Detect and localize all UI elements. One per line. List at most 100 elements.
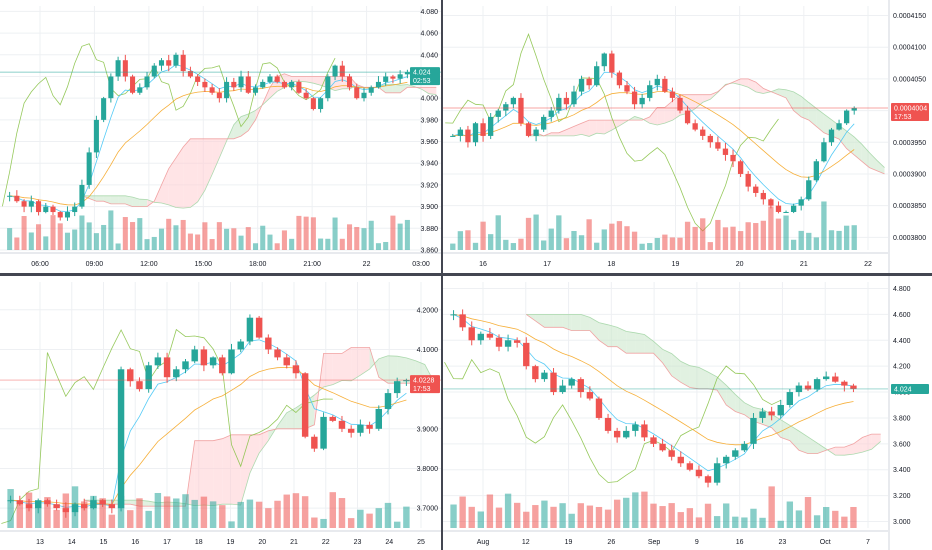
volume-bar [283, 494, 290, 528]
volume-bar [354, 226, 360, 250]
volume-bar [267, 234, 273, 250]
ichimoku-cloud-segment [175, 146, 184, 209]
volume-bar [310, 217, 316, 250]
volume-bar [795, 510, 803, 528]
volume-bar [14, 237, 20, 250]
volume-bar [647, 243, 653, 250]
last-price-badge [891, 383, 929, 394]
volume-bar [745, 222, 751, 250]
volume-bar [741, 517, 748, 528]
volume-bar [486, 494, 494, 528]
candle-body [541, 116, 547, 130]
ichimoku-cloud-segment [204, 138, 213, 191]
ichimoku-cloud-segment [351, 347, 361, 381]
candle-body [586, 392, 594, 399]
volume-bar [117, 495, 125, 528]
volume-bar [715, 219, 721, 250]
y-tick-label: 3.9000 [417, 426, 439, 433]
candle-body [180, 54, 186, 72]
candle-body [737, 161, 744, 174]
candle-body [604, 417, 612, 431]
volume-bar [495, 507, 503, 528]
volume-bar [723, 503, 730, 528]
candle-body [495, 337, 503, 347]
y-tick-label: 0.0003950 [893, 140, 926, 147]
volume-bar [823, 507, 830, 528]
candle-body [851, 108, 857, 111]
ichimoku-cloud-segment [335, 76, 343, 91]
candle-body [219, 357, 226, 374]
candle-body [623, 430, 630, 438]
volume-bar [397, 223, 403, 250]
candle-body [624, 85, 630, 92]
volume-bar [202, 222, 208, 250]
ichimoku-cloud-segment [770, 88, 779, 95]
volume-bar [347, 518, 355, 528]
ichimoku-cloud-segment [249, 434, 260, 474]
candle-body [632, 424, 639, 431]
ichimoku-cloud-segment [763, 88, 771, 94]
candle-body [510, 97, 517, 105]
candle-body [586, 78, 592, 86]
candle-body [281, 81, 287, 88]
ichimoku-cloud-segment [664, 101, 673, 124]
candle-body [231, 81, 237, 88]
chart-pane-top-left[interactable]: 06:00 09:00 12:00 15:00 18:00 21:00 22 03:00 4.0… [0, 0, 441, 273]
volume-bar [613, 499, 621, 528]
candle-body [163, 357, 171, 378]
candle-body [650, 437, 657, 444]
y-tick-label: 4.600 [893, 312, 911, 319]
chart-pane-top-right[interactable]: 16 17 18 19 20 21 22 0.0004150 0.0004100 0.000405… [443, 0, 932, 273]
ichimoku-cloud-segment [118, 195, 126, 204]
x-tick-label: 26 [607, 539, 615, 546]
last-price-badge [410, 375, 440, 394]
candle-body [722, 148, 729, 155]
candle-body [366, 424, 373, 429]
ichimoku-cloud-segment [869, 152, 877, 171]
candle-body [191, 349, 198, 362]
volume-bar [559, 503, 566, 528]
candle-body [375, 81, 381, 88]
y-tick-label: 3.900 [420, 204, 438, 211]
ichimoku-cloud-segment [110, 195, 119, 204]
volume-bar [695, 517, 703, 528]
volume-bar [641, 491, 648, 528]
volume-bar [669, 237, 676, 250]
x-tick-label: 15:00 [195, 261, 213, 268]
volume-bar [404, 219, 410, 250]
volume-bar [783, 215, 789, 250]
y-tick-label: 4.000 [420, 96, 438, 103]
x-tick-label: 03:00 [412, 261, 430, 268]
volume-bar [775, 218, 782, 250]
candle-body [488, 116, 494, 136]
volume-bar [700, 218, 706, 250]
volume-bar [53, 509, 60, 528]
volume-bar [173, 225, 179, 250]
x-tick-label: 12 [522, 539, 530, 546]
volume-bar [325, 238, 331, 250]
chart-pane-bottom-right[interactable]: Aug 12 19 26 Sep 9 16 23 Oct 7 4.800 4.600 4.400 4.20… [443, 276, 932, 550]
pane-divider-horizontal[interactable] [0, 273, 932, 276]
volume-bar [722, 227, 729, 250]
volume-bar [44, 497, 51, 528]
volume-bar [624, 226, 630, 250]
volume-bar [692, 226, 698, 250]
ichimoku-cloud-segment [194, 440, 204, 506]
candle-body [548, 110, 554, 117]
candle-body [16, 500, 24, 505]
ichimoku-cloud-segment [392, 84, 401, 93]
slow-moving-average [453, 314, 854, 446]
volume-bar [86, 222, 92, 250]
chart-pane-bottom-left[interactable]: 13 14 15 16 17 18 19 20 21 22 23 24 25 4.2000 4.1000 4.… [0, 276, 441, 550]
ichimoku-cloud-segment [798, 431, 809, 454]
x-tick-label: 9 [695, 539, 699, 546]
ichimoku-cloud-segment [378, 355, 388, 384]
volume-bar [713, 516, 721, 528]
volume-bar [7, 489, 14, 528]
volume-bar [518, 238, 524, 250]
ichimoku-cloud-segment [385, 84, 393, 93]
volume-bar [224, 228, 230, 250]
x-tick-label: 20 [258, 539, 266, 546]
volume-bar [231, 228, 237, 250]
volume-bar [533, 214, 539, 250]
